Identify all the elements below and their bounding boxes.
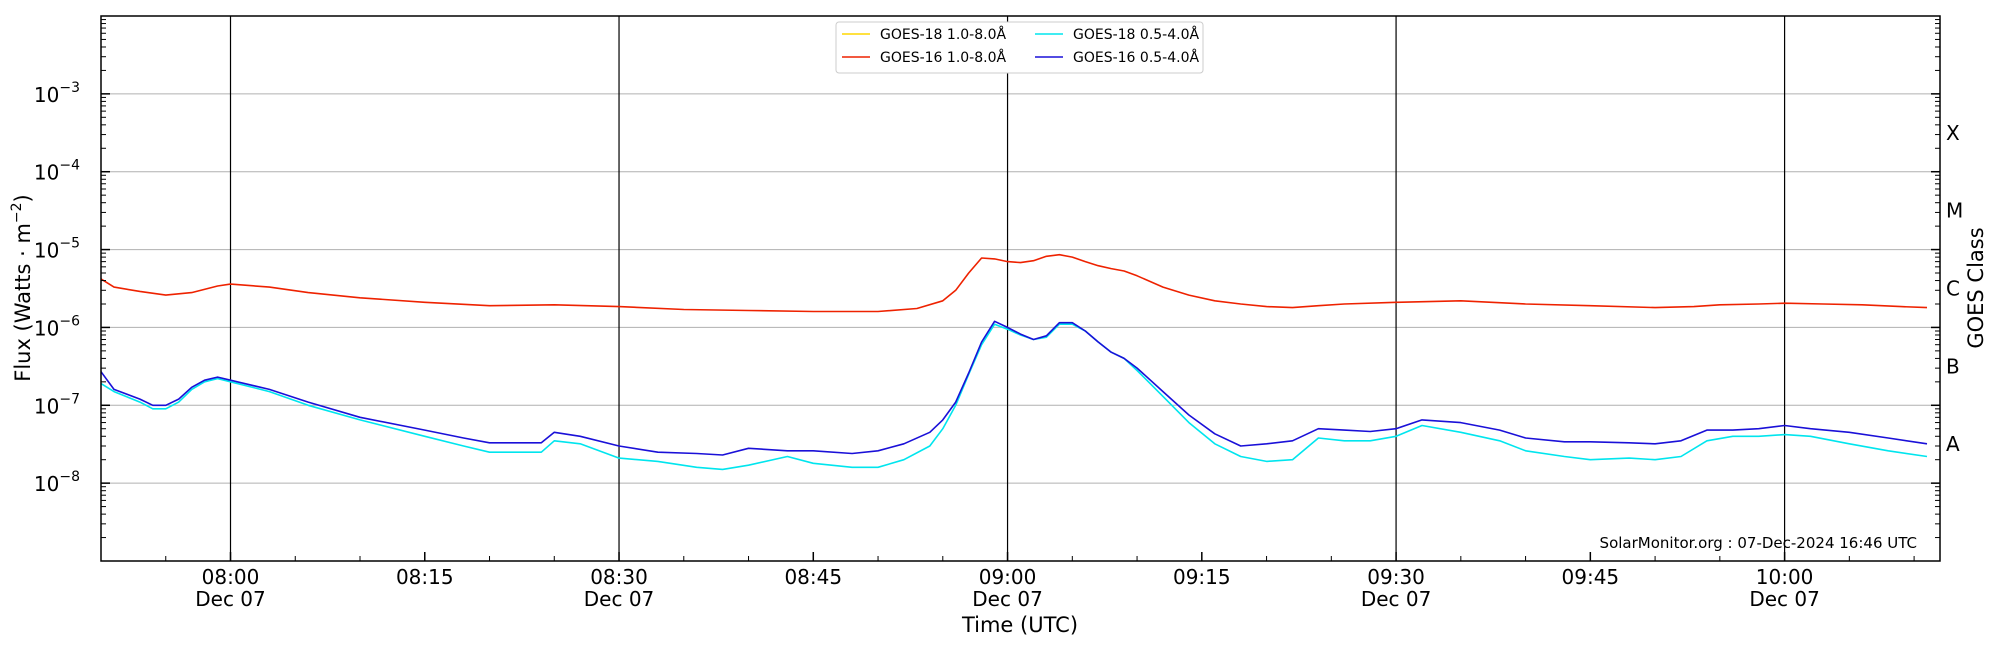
y-tick-label-exp: −7: [59, 391, 80, 407]
goes-class-label: X: [1946, 121, 1960, 145]
plot-frame: [100, 15, 1941, 562]
y-tick-label: 10−4: [34, 158, 80, 185]
legend-label: GOES-16 1.0-8.0Å: [880, 49, 1006, 66]
legend: GOES-18 1.0-8.0Å GOES-16 1.0-8.0Å GOES-18 …: [835, 21, 1204, 74]
y-tick-label-base: 10: [34, 472, 59, 496]
x-tick-label: 09:45: [1562, 565, 1620, 589]
y-tick-label: 10−3: [34, 80, 80, 107]
x-tick-date-label: Dec 07: [972, 587, 1043, 611]
series-line: [100, 320, 1928, 456]
x-tick-label: 08:45: [784, 565, 842, 589]
x-tick-label: 09:30: [1367, 565, 1425, 589]
x-tick-date-label: Dec 07: [584, 587, 655, 611]
y-tick-label-exp: −3: [59, 80, 80, 96]
y-tick-label: 10−7: [34, 391, 80, 418]
goes-class-label: M: [1946, 199, 1963, 223]
series-layer: [100, 253, 1928, 471]
legend-label: GOES-16 0.5-4.0Å: [1073, 49, 1199, 66]
y-axis-label: Flux (Watts · m−2): [9, 194, 35, 382]
legend-label: GOES-18 0.5-4.0Å: [1073, 26, 1199, 43]
series-line: [100, 323, 1928, 471]
x-axis-label: Time (UTC): [961, 613, 1078, 637]
credit-text: SolarMonitor.org : 07-Dec-2024 16:46 UTC: [1600, 534, 1917, 552]
y-tick-label-exp: −6: [59, 313, 80, 329]
y-tick-label: 10−8: [34, 469, 80, 496]
x-tick-label: 09:15: [1173, 565, 1231, 589]
x-tick-label: 09:00: [979, 565, 1037, 589]
y-tick-label: 10−6: [34, 313, 80, 340]
y-tick-label-exp: −4: [59, 158, 80, 174]
x-tick-label: 08:30: [590, 565, 648, 589]
y-tick-label-base: 10: [34, 239, 59, 263]
x-tick-date-label: Dec 07: [195, 587, 266, 611]
y-axis-label-end: ): [11, 194, 35, 202]
x-tick-date-label: Dec 07: [1361, 587, 1432, 611]
y-tick-label: 10−5: [34, 236, 80, 263]
x-tick-date-label: Dec 07: [1749, 587, 1820, 611]
y-tick-label-exp: −5: [59, 236, 80, 252]
goes-class-axis-label: GOES Class: [1964, 227, 1988, 348]
goes-class-label: B: [1946, 354, 1960, 378]
y-tick-label-exp: −8: [59, 469, 80, 485]
x-tick-label: 08:00: [202, 565, 260, 589]
x-tick-label: 08:15: [396, 565, 454, 589]
goes-class-label: C: [1946, 277, 1960, 301]
y-tick-label-base: 10: [34, 394, 59, 418]
y-tick-label-base: 10: [34, 83, 59, 107]
y-axis-label-exp: −2: [9, 202, 25, 223]
legend-label: GOES-18 1.0-8.0Å: [880, 26, 1006, 43]
y-tick-label-base: 10: [34, 161, 59, 185]
x-tick-label: 10:00: [1756, 565, 1814, 589]
grid-layer: [101, 16, 1940, 561]
y-tick-label-base: 10: [34, 316, 59, 340]
series-line: [100, 253, 1928, 313]
legend-box: [835, 21, 1204, 74]
y-axis-label-base: Flux (Watts · m: [11, 223, 35, 382]
goes-class-label: A: [1946, 432, 1960, 456]
